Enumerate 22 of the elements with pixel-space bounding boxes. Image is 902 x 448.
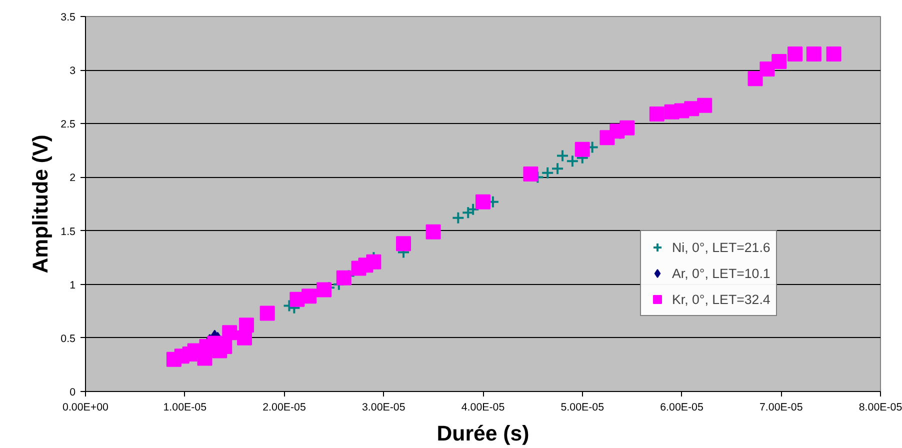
y-tick-label: 2.5 <box>60 118 76 131</box>
x-tick-label: 4.00E-05 <box>461 402 505 414</box>
y-tick-label: 3 <box>70 65 76 78</box>
y-tick-label: 1 <box>70 279 76 292</box>
x-tick-label: 7.00E-05 <box>760 402 803 414</box>
legend-label: Kr, 0°, LET=32.4 <box>672 292 770 306</box>
x-tick-label: 0.00E+00 <box>62 402 109 414</box>
y-axis-title: Amplitude (V) <box>28 134 53 274</box>
x-tick-label: 1.00E-05 <box>163 402 207 414</box>
y-tick-label: 0.5 <box>60 332 76 345</box>
x-tick-label: 8.00E-05 <box>858 402 902 414</box>
legend-label: Ni, 0°, LET=21.6 <box>672 240 770 254</box>
y-tick-label: 2 <box>70 172 76 184</box>
x-tick-label: 3.00E-05 <box>362 402 406 414</box>
x-tick-label: 2.00E-05 <box>262 402 306 414</box>
x-tick-label: 5.00E-05 <box>560 402 604 414</box>
x-axis-title: Durée (s) <box>436 422 530 446</box>
x-tick-label: 6.00E-05 <box>660 402 704 414</box>
y-tick-label: 0 <box>70 386 76 398</box>
y-tick-label: 3.5 <box>60 12 76 24</box>
legend-label: Ar, 0°, LET=10.1 <box>672 266 770 280</box>
y-tick-label: 1.5 <box>60 226 76 238</box>
